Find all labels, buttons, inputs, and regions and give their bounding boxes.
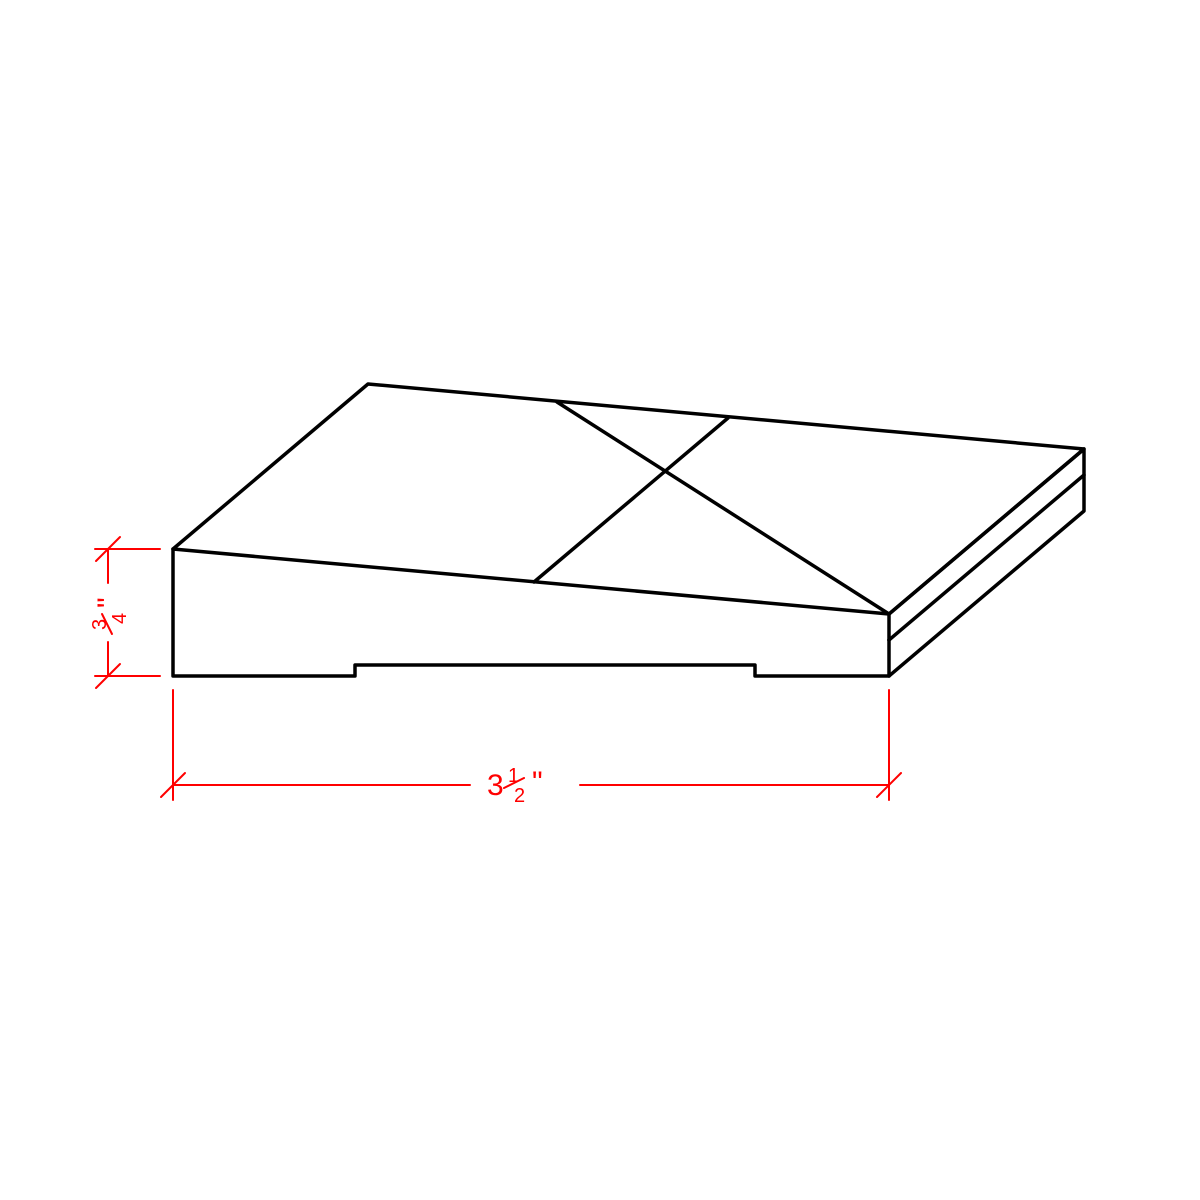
dimension-height-unit: " <box>92 597 125 608</box>
dimension-width-unit: " <box>532 766 543 799</box>
molding-shape <box>173 384 1084 676</box>
dimension-height: 3 4 " <box>89 537 160 688</box>
dimension-width-whole: 3 <box>487 769 504 802</box>
dimension-width: 3 1 2 " <box>161 690 901 807</box>
molding-profile-diagram: 3 1 2 " 3 4 " <box>0 0 1200 1200</box>
dimension-width-denom: 2 <box>514 785 525 807</box>
dimension-height-denom: 4 <box>109 613 131 624</box>
